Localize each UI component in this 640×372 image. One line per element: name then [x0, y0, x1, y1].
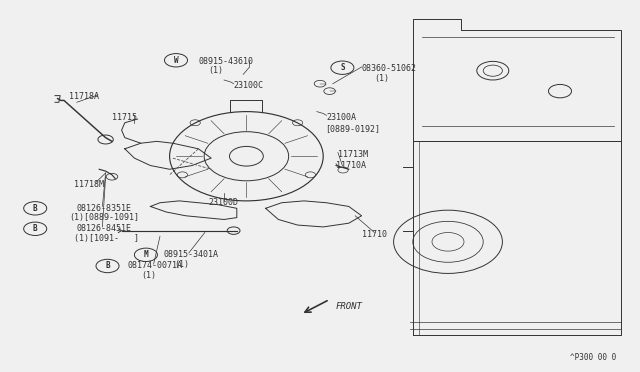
- Text: 08360-51062: 08360-51062: [362, 64, 417, 73]
- Text: (1): (1): [141, 271, 156, 280]
- Text: (1)[0889-1091]: (1)[0889-1091]: [69, 213, 139, 222]
- Text: 08126-8351E: 08126-8351E: [77, 204, 132, 213]
- Text: 08126-8451E: 08126-8451E: [77, 224, 132, 233]
- Text: 11710: 11710: [362, 230, 387, 239]
- Text: (1): (1): [374, 74, 389, 83]
- Text: 11718A: 11718A: [69, 92, 99, 101]
- Text: (1)[1091-   ]: (1)[1091- ]: [74, 234, 139, 243]
- Text: 11710A: 11710A: [336, 161, 366, 170]
- Text: 11715: 11715: [112, 113, 137, 122]
- Text: M: M: [143, 250, 148, 259]
- Text: 23100C: 23100C: [234, 81, 264, 90]
- Text: 08174-0071A: 08174-0071A: [128, 262, 183, 270]
- Text: B: B: [105, 262, 110, 270]
- Text: [0889-0192]: [0889-0192]: [325, 124, 380, 133]
- Text: FRONT: FRONT: [336, 302, 363, 311]
- Text: 11713M: 11713M: [338, 150, 368, 159]
- Text: ^P300 00 0: ^P300 00 0: [570, 353, 616, 362]
- Text: W: W: [173, 56, 179, 65]
- Text: B: B: [33, 204, 38, 213]
- Text: 08915-3401A: 08915-3401A: [163, 250, 218, 259]
- Text: 08915-43610: 08915-43610: [198, 57, 253, 66]
- Text: S: S: [340, 63, 345, 72]
- Text: (1): (1): [174, 260, 189, 269]
- Text: 23100A: 23100A: [326, 113, 356, 122]
- Text: B: B: [33, 224, 38, 233]
- Text: 11718M: 11718M: [74, 180, 104, 189]
- Text: (1): (1): [208, 66, 223, 75]
- Text: 23100D: 23100D: [208, 198, 238, 207]
